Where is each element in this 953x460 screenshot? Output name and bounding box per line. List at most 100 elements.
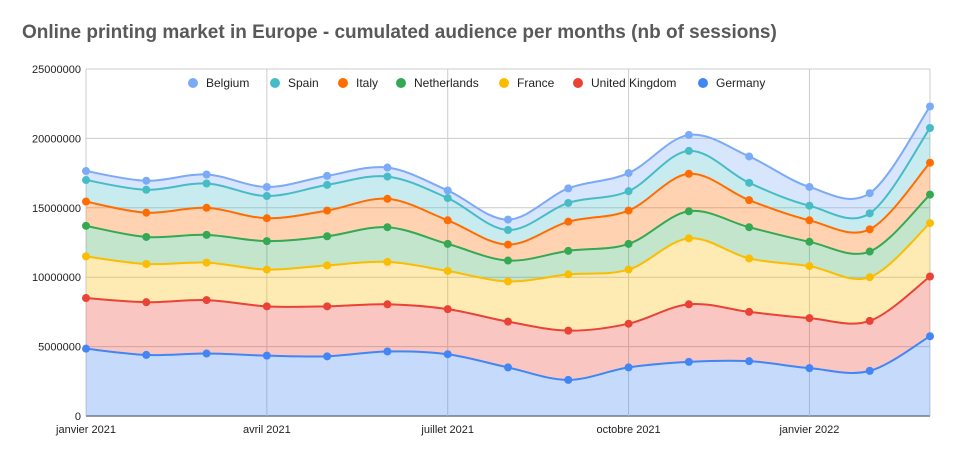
- point-spain: [142, 185, 151, 194]
- point-spain: [82, 176, 90, 185]
- point-spain: [504, 226, 512, 235]
- point-united-kingdom: [865, 316, 874, 325]
- point-spain: [323, 180, 332, 189]
- point-italy: [865, 225, 874, 234]
- point-italy: [383, 194, 392, 203]
- point-netherlands: [202, 230, 211, 239]
- legend-label-netherlands: Netherlands: [414, 76, 479, 90]
- legend-marker-france: [499, 78, 509, 88]
- legend-label-italy: Italy: [356, 76, 378, 90]
- point-united-kingdom: [504, 317, 512, 326]
- point-belgium: [443, 186, 452, 195]
- point-france: [684, 234, 693, 243]
- y-tick-label: 5000000: [38, 342, 81, 354]
- legend-marker-netherlands: [396, 78, 406, 88]
- point-netherlands: [323, 232, 332, 241]
- point-united-kingdom: [564, 326, 573, 335]
- point-spain: [684, 146, 693, 155]
- point-netherlands: [262, 237, 271, 246]
- point-netherlands: [745, 223, 754, 232]
- point-netherlands: [684, 207, 693, 216]
- point-netherlands: [564, 246, 573, 255]
- point-italy: [624, 206, 633, 215]
- point-germany: [865, 366, 874, 375]
- x-tick-label: avril 2021: [243, 424, 291, 436]
- point-france: [202, 258, 211, 267]
- point-italy: [443, 216, 452, 225]
- point-belgium: [926, 102, 934, 111]
- point-netherlands: [504, 256, 512, 265]
- point-france: [504, 277, 512, 286]
- point-belgium: [624, 169, 633, 178]
- chart-title: Online printing market in Europe - cumul…: [22, 22, 777, 43]
- point-spain: [805, 201, 814, 210]
- y-tick-label: 10000000: [32, 272, 81, 284]
- point-germany: [142, 350, 151, 359]
- point-spain: [443, 194, 452, 203]
- point-united-kingdom: [745, 307, 754, 316]
- point-united-kingdom: [805, 314, 814, 323]
- point-spain: [383, 172, 392, 181]
- point-belgium: [564, 184, 573, 193]
- y-tick-label: 25000000: [32, 64, 81, 76]
- legend-label-united-kingdom: United Kingdom: [591, 76, 676, 90]
- point-italy: [202, 203, 211, 212]
- point-germany: [262, 351, 271, 360]
- point-united-kingdom: [926, 272, 934, 281]
- point-spain: [865, 209, 874, 218]
- point-france: [142, 260, 151, 269]
- point-netherlands: [142, 232, 151, 241]
- point-united-kingdom: [624, 319, 633, 328]
- legend-marker-belgium: [188, 78, 198, 88]
- point-spain: [745, 178, 754, 187]
- area-united-kingdom: [86, 276, 930, 380]
- point-belgium: [82, 167, 90, 176]
- legend-label-belgium: Belgium: [206, 76, 249, 90]
- point-belgium: [202, 170, 211, 179]
- point-netherlands: [624, 239, 633, 248]
- area-italy: [86, 162, 930, 261]
- point-belgium: [142, 176, 151, 185]
- point-united-kingdom: [82, 294, 90, 303]
- x-tick-label: janvier 2021: [55, 424, 116, 436]
- point-france: [262, 265, 271, 274]
- point-germany: [323, 352, 332, 361]
- point-netherlands: [926, 190, 934, 199]
- legend-marker-germany: [698, 78, 708, 88]
- point-belgium: [323, 171, 332, 180]
- point-spain: [262, 192, 271, 201]
- point-germany: [504, 363, 512, 372]
- point-france: [805, 262, 814, 271]
- point-united-kingdom: [202, 296, 211, 305]
- point-italy: [504, 240, 512, 249]
- point-germany: [202, 349, 211, 358]
- point-belgium: [745, 152, 754, 161]
- legend-label-france: France: [517, 76, 555, 90]
- point-belgium: [504, 215, 512, 224]
- point-france: [82, 252, 90, 261]
- point-belgium: [805, 182, 814, 191]
- point-netherlands: [443, 239, 452, 248]
- legend-marker-united-kingdom: [573, 78, 583, 88]
- point-spain: [624, 187, 633, 196]
- point-germany: [805, 364, 814, 373]
- x-tick-label: janvier 2022: [778, 424, 839, 436]
- point-spain: [926, 123, 934, 132]
- point-germany: [624, 363, 633, 372]
- x-tick-label: juillet 2021: [420, 424, 474, 436]
- point-italy: [564, 217, 573, 226]
- legend-label-germany: Germany: [716, 76, 765, 90]
- point-germany: [82, 344, 90, 353]
- y-tick-label: 15000000: [32, 203, 81, 215]
- point-france: [323, 261, 332, 270]
- point-germany: [684, 357, 693, 366]
- point-netherlands: [383, 223, 392, 232]
- point-italy: [142, 208, 151, 217]
- point-france: [926, 219, 934, 228]
- area-germany: [86, 336, 930, 416]
- y-tick-label: 0: [75, 411, 81, 423]
- area-france: [86, 223, 930, 331]
- legend-marker-italy: [338, 78, 348, 88]
- point-france: [865, 273, 874, 282]
